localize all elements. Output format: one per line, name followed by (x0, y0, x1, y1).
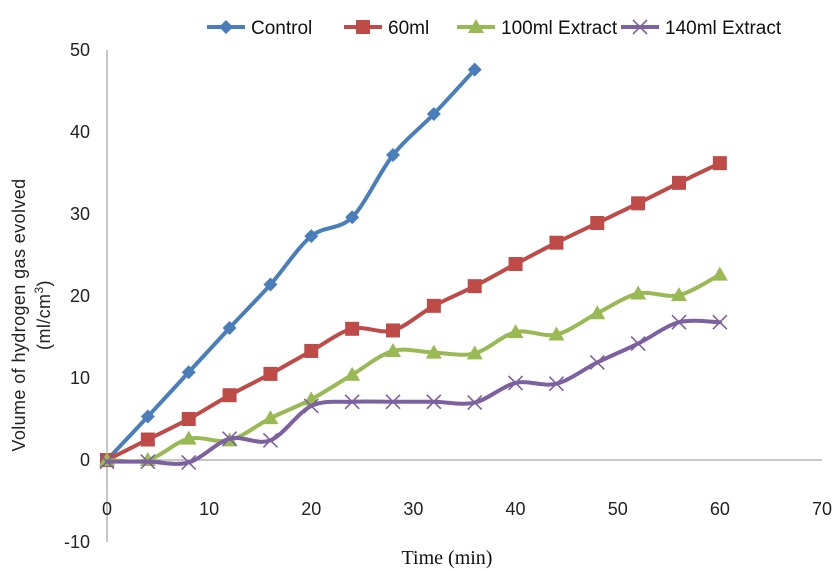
y-tick-label: 20 (70, 286, 90, 306)
legend: Control 60ml 100ml Extract 140ml Extract (207, 18, 782, 39)
x-tick-label: 70 (812, 499, 832, 519)
series-140ml-extract (100, 315, 727, 469)
series-line-60ml (107, 163, 720, 460)
y-tick-label: 10 (70, 368, 90, 388)
legend-item-control: Control (207, 18, 312, 39)
data-point-60ml (427, 299, 441, 313)
plot-area (99, 63, 728, 470)
data-point-60ml (345, 322, 359, 336)
series-line-140ml-extract (107, 321, 720, 464)
data-point-60ml (141, 433, 155, 447)
data-point-60ml (713, 156, 727, 170)
y-tick-label: 50 (70, 40, 90, 60)
data-point-60ml (509, 257, 523, 271)
x-axis-title: Time (min) (402, 547, 493, 569)
y-axis-title-line1: Volume of hydrogen gas evolved (9, 178, 29, 451)
data-point-60ml (223, 388, 237, 402)
series-line-100ml-extract (107, 275, 720, 462)
legend-item-100ml-extract: 100ml Extract (457, 18, 618, 39)
data-point-60ml (182, 412, 196, 426)
data-point-60ml (590, 216, 604, 230)
x-tick-label: 40 (506, 499, 526, 519)
legend-item-60ml: 60ml (344, 18, 429, 39)
x-tick-label: 60 (710, 499, 730, 519)
data-point-60ml (549, 236, 563, 250)
x-tick-label: 20 (301, 499, 321, 519)
y-tick-label: 40 (70, 122, 90, 142)
data-point-60ml (468, 279, 482, 293)
legend-item-140ml-extract: 140ml Extract (621, 18, 782, 39)
series-control (100, 63, 482, 467)
x-tick-labels: 0 10 20 30 40 50 60 70 (102, 499, 832, 519)
y-tick-label: -10 (64, 532, 90, 552)
x-tick-label: 0 (102, 499, 112, 519)
data-point-60ml (304, 344, 318, 358)
y-tick-label: 30 (70, 204, 90, 224)
data-point-140ml-extract (590, 355, 604, 369)
data-point-100ml-extract (712, 267, 728, 281)
y-axis-title-line2: (ml/cm3) (32, 280, 54, 350)
y-axis-title: Volume of hydrogen gas evolved (ml/cm3) (9, 178, 54, 451)
x-tick-label: 30 (403, 499, 423, 519)
series-60ml (100, 156, 727, 467)
data-point-140ml-extract (631, 337, 645, 351)
x-tick-label: 10 (199, 499, 219, 519)
y-axis-unit-suffix: ) (34, 280, 54, 286)
legend-marker (219, 20, 233, 34)
y-axis-unit-superscript: 3 (32, 286, 46, 293)
legend-marker (356, 20, 370, 34)
legend-label: 100ml Extract (501, 18, 618, 39)
data-point-60ml (386, 323, 400, 337)
y-tick-label: 0 (80, 450, 90, 470)
legend-label: Control (251, 18, 312, 39)
data-point-60ml (631, 196, 645, 210)
data-point-60ml (263, 367, 277, 381)
legend-label: 140ml Extract (665, 18, 782, 39)
x-tick-label: 50 (608, 499, 628, 519)
legend-label: 60ml (388, 18, 429, 39)
data-point-60ml (672, 176, 686, 190)
y-tick-labels: -10 0 10 20 30 40 50 (64, 40, 90, 552)
y-axis-unit-prefix: (ml/cm (34, 294, 54, 350)
axes (107, 50, 822, 542)
